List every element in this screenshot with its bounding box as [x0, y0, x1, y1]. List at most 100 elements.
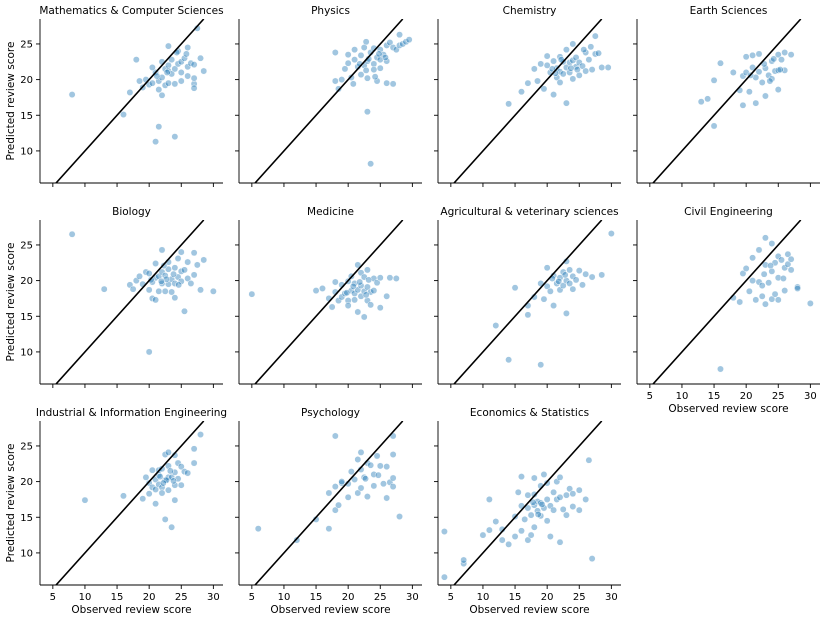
data-point — [566, 266, 574, 274]
data-point — [164, 265, 172, 273]
data-point — [197, 431, 204, 438]
data-point — [357, 71, 365, 79]
data-point — [562, 309, 570, 317]
data-point — [354, 456, 362, 463]
data-point — [174, 255, 182, 262]
points-group — [55, 19, 208, 183]
data-point — [200, 67, 208, 75]
x-tick-label: 25 — [175, 592, 188, 603]
data-point — [168, 523, 176, 531]
data-point — [524, 536, 532, 544]
panel-title: Economics & Statistics — [470, 407, 589, 419]
x-tick-label: 10 — [477, 592, 490, 603]
y-tick-label: 10 — [20, 548, 33, 559]
data-point — [768, 267, 776, 275]
identity-line — [652, 220, 802, 384]
data-point — [164, 61, 172, 69]
data-point — [736, 298, 744, 306]
data-point — [349, 80, 357, 88]
x-tick-label: 25 — [573, 592, 586, 603]
data-point — [440, 573, 448, 581]
data-point — [152, 500, 160, 508]
data-point — [209, 287, 217, 295]
data-point — [518, 473, 525, 481]
data-point — [784, 250, 792, 258]
data-point — [362, 475, 369, 483]
data-point — [168, 56, 176, 64]
data-point — [527, 511, 535, 519]
data-point — [755, 50, 763, 58]
data-point — [761, 261, 769, 269]
data-point — [540, 471, 548, 478]
data-point — [573, 66, 581, 74]
data-point — [511, 284, 519, 292]
data-point — [760, 270, 768, 278]
data-point — [752, 99, 760, 107]
data-point — [120, 492, 127, 500]
data-point — [534, 507, 541, 515]
data-point — [440, 528, 448, 535]
identity-line — [55, 19, 205, 183]
data-point — [774, 296, 782, 304]
data-point — [580, 46, 588, 54]
data-point — [171, 133, 179, 141]
data-point — [347, 468, 355, 476]
data-point — [177, 481, 185, 489]
x-tick-label: 15 — [111, 592, 124, 603]
data-point — [156, 473, 164, 481]
data-point — [132, 56, 140, 64]
data-point — [200, 256, 208, 264]
data-point — [193, 261, 201, 269]
data-point — [543, 282, 551, 290]
data-point — [524, 504, 532, 512]
data-point — [190, 249, 198, 257]
data-point — [171, 80, 179, 88]
data-point — [325, 525, 333, 533]
data-point — [794, 285, 801, 292]
data-point — [152, 296, 160, 304]
panel-6: Agricultural & veterinary sciences — [434, 206, 621, 388]
data-point — [575, 267, 583, 275]
data-point — [362, 291, 370, 299]
data-point — [182, 50, 190, 58]
data-point — [331, 432, 339, 440]
identity-line — [55, 220, 205, 384]
data-point — [147, 276, 155, 284]
data-point — [761, 64, 769, 72]
data-point — [375, 50, 383, 58]
data-point — [351, 476, 359, 483]
panel-title: Earth Sciences — [690, 5, 768, 17]
data-point — [562, 46, 570, 54]
data-point — [524, 79, 532, 87]
data-point — [555, 277, 563, 285]
data-point — [396, 513, 403, 520]
panel-title: Civil Engineering — [684, 206, 773, 218]
y-tick-label: 20 — [20, 75, 33, 86]
points-group — [254, 421, 404, 585]
panel-1: Physics — [235, 5, 422, 187]
data-point — [158, 483, 166, 491]
data-point — [566, 69, 574, 76]
data-point — [383, 79, 391, 87]
data-point — [155, 287, 163, 295]
data-point — [572, 54, 580, 61]
data-point — [344, 59, 352, 67]
data-point — [806, 299, 814, 307]
data-point — [485, 526, 493, 534]
data-point — [335, 85, 342, 93]
data-point — [161, 287, 169, 295]
data-point — [758, 292, 766, 300]
data-point — [380, 480, 387, 488]
data-point — [354, 308, 362, 316]
data-point — [761, 234, 769, 242]
data-point — [371, 73, 379, 81]
data-point — [126, 88, 134, 96]
data-point — [161, 515, 169, 523]
identity-line — [254, 19, 404, 183]
data-point — [704, 95, 712, 103]
panel-2: Chemistry — [434, 5, 621, 187]
data-point — [505, 100, 513, 108]
data-point — [376, 462, 384, 470]
data-point — [376, 64, 384, 72]
data-point — [367, 160, 375, 168]
